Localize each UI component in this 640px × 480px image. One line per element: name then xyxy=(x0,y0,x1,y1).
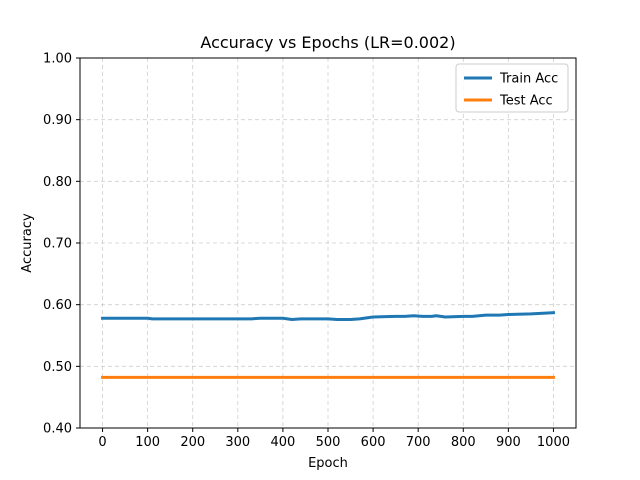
y-tick-label: 0.50 xyxy=(43,360,72,375)
y-tick-label: 0.40 xyxy=(43,422,72,437)
x-tick-label: 100 xyxy=(135,435,160,450)
y-tick-label: 0.90 xyxy=(43,113,72,128)
x-tick-label: 900 xyxy=(496,435,521,450)
x-tick-label: 0 xyxy=(98,435,106,450)
legend-label-train-acc: Train Acc xyxy=(499,72,558,87)
x-tick-label: 500 xyxy=(316,435,341,450)
x-tick-label: 300 xyxy=(225,435,250,450)
legend-label-test-acc: Test Acc xyxy=(499,94,553,109)
series-line-train-acc xyxy=(101,311,556,321)
x-tick-label: 700 xyxy=(406,435,431,450)
y-axis-label: Accuracy xyxy=(20,213,35,273)
x-tick-label: 800 xyxy=(451,435,476,450)
x-tick-label: 600 xyxy=(361,435,386,450)
x-tick-label: 1000 xyxy=(537,435,570,450)
grid xyxy=(80,57,576,429)
chart-title: Accuracy vs Epochs (LR=0.002) xyxy=(200,33,455,52)
axis-ticks: 0 100 200 300 400 500 600 700 800 900 1000 0.40 0.50… xyxy=(43,52,570,451)
x-tick-label: 200 xyxy=(180,435,205,450)
y-tick-label: 1.00 xyxy=(43,52,72,67)
legend: Train Acc Test Acc xyxy=(455,63,569,113)
series-lines xyxy=(101,311,556,379)
x-tick-label: 400 xyxy=(270,435,295,450)
y-tick-label: 0.60 xyxy=(43,298,72,313)
y-tick-label: 0.70 xyxy=(43,237,72,252)
x-axis-label: Epoch xyxy=(308,456,348,471)
y-tick-label: 0.80 xyxy=(43,175,72,190)
